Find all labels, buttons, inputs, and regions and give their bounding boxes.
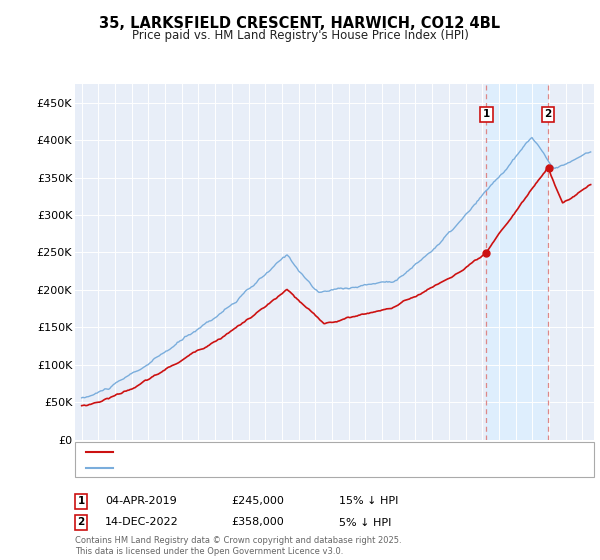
Text: 04-APR-2019: 04-APR-2019 [105, 496, 177, 506]
Text: 14-DEC-2022: 14-DEC-2022 [105, 517, 179, 528]
Text: 5% ↓ HPI: 5% ↓ HPI [339, 517, 391, 528]
Text: 2: 2 [77, 517, 85, 528]
Text: 1: 1 [77, 496, 85, 506]
Bar [487, 84, 548, 440]
Text: £245,000: £245,000 [231, 496, 284, 506]
Text: HPI: Average price, detached house, Tendring: HPI: Average price, detached house, Tend… [117, 463, 355, 473]
Text: Contains HM Land Registry data © Crown copyright and database right 2025.
This d: Contains HM Land Registry data © Crown c… [75, 536, 401, 556]
Text: Price paid vs. HM Land Registry's House Price Index (HPI): Price paid vs. HM Land Registry's House … [131, 29, 469, 42]
Text: 2: 2 [544, 109, 552, 119]
Text: 35, LARKSFIELD CRESCENT, HARWICH, CO12 4BL: 35, LARKSFIELD CRESCENT, HARWICH, CO12 4… [100, 16, 500, 31]
Text: 15% ↓ HPI: 15% ↓ HPI [339, 496, 398, 506]
Text: 1: 1 [483, 109, 490, 119]
Text: £358,000: £358,000 [231, 517, 284, 528]
Text: 35, LARKSFIELD CRESCENT, HARWICH, CO12 4BL (detached house): 35, LARKSFIELD CRESCENT, HARWICH, CO12 4… [117, 447, 468, 457]
